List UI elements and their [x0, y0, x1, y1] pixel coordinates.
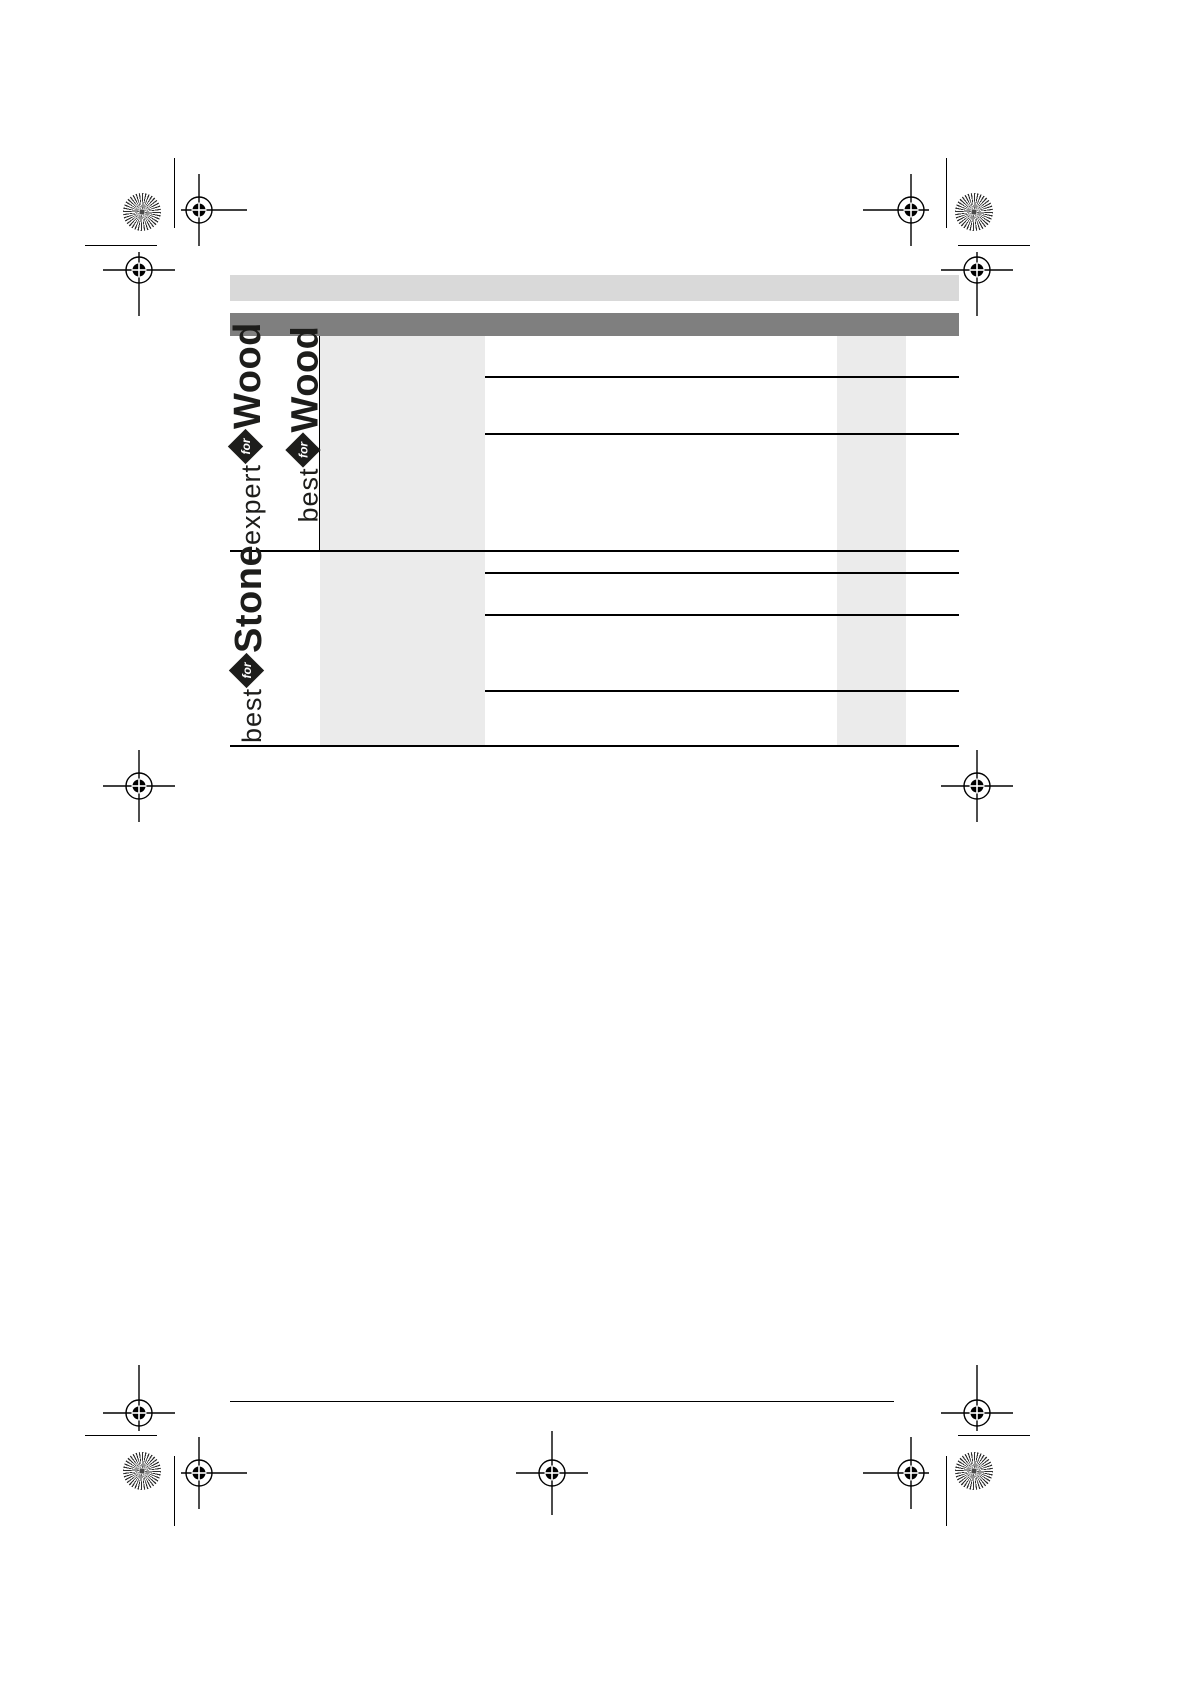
table-header-band-light	[230, 275, 959, 301]
row-separator	[485, 433, 959, 435]
section-divider	[230, 550, 959, 552]
starburst-icon	[955, 193, 993, 231]
starburst-icon	[123, 193, 161, 231]
table-bottom-border	[230, 745, 959, 748]
starburst-icon	[123, 1452, 161, 1490]
logo-connector: for	[238, 438, 252, 455]
crosshair-target-icon	[181, 174, 247, 246]
for-diamond-icon: for	[284, 432, 321, 468]
row-separator	[485, 376, 959, 378]
crosshair-target-icon	[516, 1431, 588, 1515]
crosshair-target-icon	[941, 1365, 1013, 1431]
for-diamond-icon: for	[227, 428, 263, 465]
crosshair-target-icon	[181, 1437, 247, 1509]
crosshair-target-icon	[863, 174, 929, 246]
row-separator	[485, 572, 959, 574]
crosshair-target-icon	[103, 750, 175, 822]
trim-rule-horizontal	[85, 1435, 157, 1437]
logo-word: Wood	[227, 322, 269, 429]
trim-rule-vertical	[174, 158, 176, 228]
crosshair-target-icon	[863, 1437, 929, 1509]
row-separator	[485, 690, 959, 692]
logo-connector: for	[239, 662, 253, 679]
footer-rule	[230, 1401, 894, 1403]
crosshair-target-icon	[103, 1365, 175, 1431]
logo-word: best	[237, 687, 267, 743]
logo-best-for-wood: best for Wood	[284, 326, 327, 523]
logo-connector: for	[295, 441, 310, 458]
logo-word: expert	[236, 463, 266, 545]
logo-expert-for-wood: expert for Wood	[227, 322, 269, 545]
logo-word: Stone	[228, 544, 270, 653]
trim-rule-horizontal	[958, 1435, 1030, 1437]
for-diamond-icon: for	[228, 652, 264, 689]
trim-rule-vertical	[946, 158, 948, 228]
shaded-column-left	[320, 336, 485, 747]
trim-rule-horizontal	[958, 245, 1030, 247]
trim-rule-vertical	[174, 1456, 176, 1526]
logo-best-for-stone: best for Stone	[228, 545, 270, 743]
logo-column-divider	[318, 336, 321, 551]
shaded-column-right	[837, 336, 906, 747]
crosshair-target-icon	[941, 252, 1013, 316]
trim-rule-horizontal	[85, 245, 157, 247]
starburst-icon	[955, 1452, 993, 1490]
crosshair-target-icon	[941, 750, 1013, 822]
row-separator	[485, 614, 959, 616]
logo-word: Wood	[284, 325, 327, 433]
crosshair-target-icon	[103, 252, 175, 316]
table-header-band-dark	[230, 313, 959, 336]
logo-word: best	[293, 467, 324, 523]
trim-rule-vertical	[946, 1456, 948, 1526]
